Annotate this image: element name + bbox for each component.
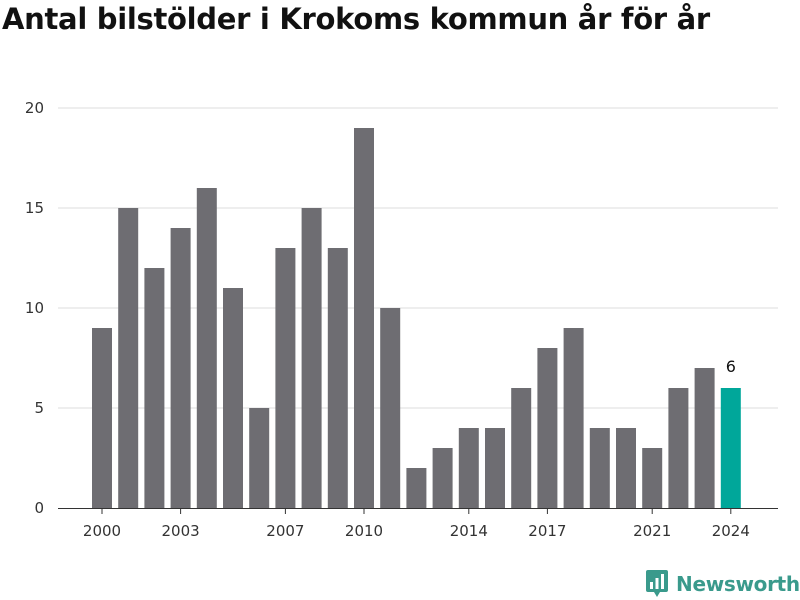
newsworthy-logo: Newsworthy (645, 569, 800, 599)
x-tick-label: 2017 (528, 522, 566, 540)
data-label: 6 (726, 357, 736, 376)
bar-2005 (223, 288, 243, 508)
bar-2006 (249, 408, 270, 508)
y-tick-label: 5 (34, 399, 44, 417)
bar-2009 (327, 248, 348, 508)
bar-2014 (458, 428, 479, 508)
bar-2002 (144, 268, 165, 508)
x-tick-label: 2024 (712, 522, 750, 540)
bar-2024 (720, 388, 741, 508)
x-tick-label: 2000 (83, 522, 121, 540)
bar-2019 (589, 428, 610, 508)
y-tick-label: 20 (25, 99, 44, 117)
bar-2007 (275, 248, 296, 508)
bar-2018 (563, 328, 584, 508)
bar-2013 (432, 448, 453, 508)
x-tick-label: 2021 (633, 522, 671, 540)
brand-name: Newsworthy (676, 572, 800, 596)
bar-2008 (301, 208, 322, 508)
bar-2023 (694, 368, 715, 508)
bar-2004 (196, 188, 217, 508)
y-axis: 0 5 10 15 20 (25, 99, 44, 517)
newsworthy-chart-bubble-icon (646, 570, 668, 597)
y-tick-label: 15 (25, 199, 44, 217)
bar-2022 (668, 388, 689, 508)
x-tick-labels: 2000 2003 2007 2010 2014 2017 2021 2024 (83, 508, 750, 540)
bar-2001 (118, 208, 139, 508)
bar-2017 (537, 348, 558, 508)
x-tick-label: 2010 (345, 522, 383, 540)
y-tick-label: 10 (25, 299, 44, 317)
bar-2010 (354, 128, 374, 508)
bar-2016 (511, 388, 532, 508)
bar-2000 (92, 328, 112, 508)
x-tick-label: 2007 (266, 522, 304, 540)
bar-2012 (406, 468, 427, 508)
x-tick-label: 2014 (450, 522, 488, 540)
bar-2020 (616, 428, 636, 508)
bar-2015 (485, 428, 505, 508)
bar-2011 (380, 308, 401, 508)
bars (92, 128, 741, 508)
y-tick-label: 0 (34, 499, 44, 517)
data-labels: 6 (726, 357, 736, 376)
gridlines (58, 107, 778, 409)
x-tick-label: 2003 (162, 522, 200, 540)
bar-2003 (170, 228, 191, 508)
chart-title: Antal bilstölder i Krokoms kommun år för… (2, 2, 710, 36)
bar-2021 (642, 448, 663, 508)
